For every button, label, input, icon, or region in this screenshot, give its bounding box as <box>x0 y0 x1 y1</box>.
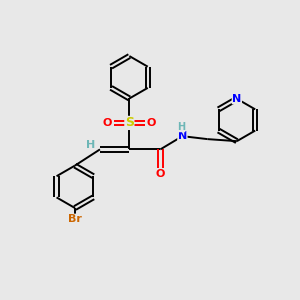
Text: O: O <box>103 118 112 128</box>
Text: S: S <box>125 116 134 129</box>
Text: Br: Br <box>68 214 82 224</box>
Text: N: N <box>232 94 242 104</box>
Text: O: O <box>146 118 156 128</box>
Text: O: O <box>156 169 165 179</box>
Text: H: H <box>177 122 185 132</box>
Text: H: H <box>86 140 95 150</box>
Text: N: N <box>178 131 187 141</box>
